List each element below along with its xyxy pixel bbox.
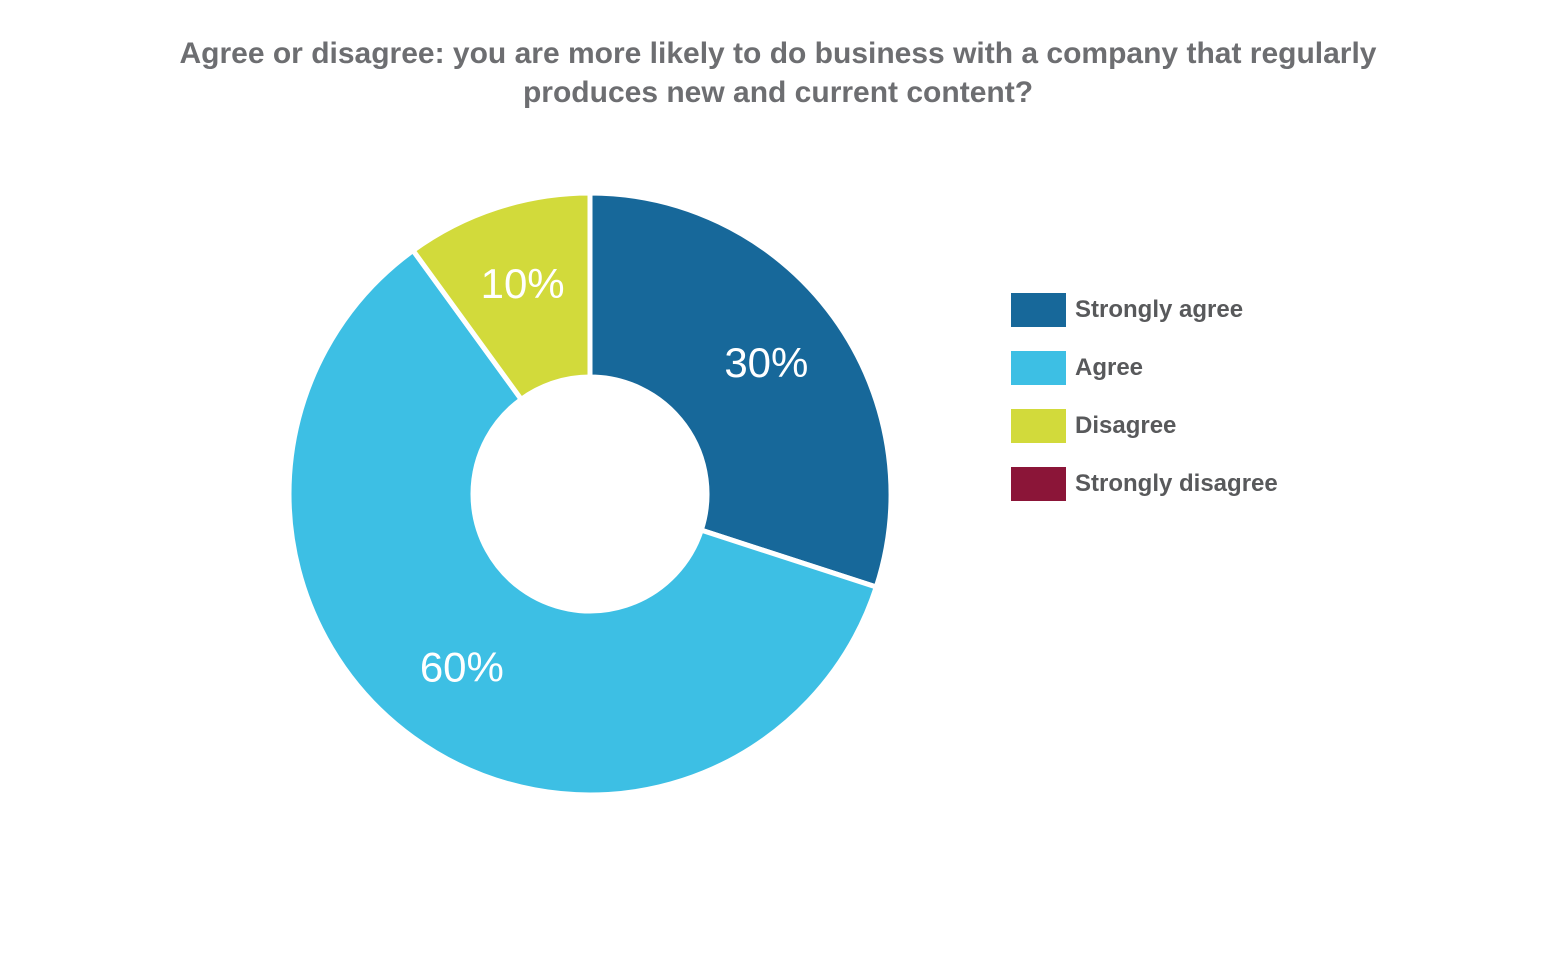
legend-item-disagree: Disagree xyxy=(1011,409,1278,443)
legend-label-strongly-agree: Strongly agree xyxy=(1075,296,1244,323)
legend-label-strongly-disagree: Strongly disagree xyxy=(1075,470,1278,497)
slice-label-agree: 60% xyxy=(420,643,504,690)
slice-label-strongly-agree: 30% xyxy=(724,339,808,386)
chart-title: Agree or disagree: you are more likely t… xyxy=(0,34,1556,112)
donut-slice-strongly-agree xyxy=(587,190,894,591)
legend-item-agree: Agree xyxy=(1011,351,1278,385)
donut-slice-agree xyxy=(286,246,880,798)
legend-swatch-disagree xyxy=(1011,409,1066,443)
legend-label-agree: Agree xyxy=(1075,354,1144,381)
chart-title-line-2: produces new and current content? xyxy=(522,76,1034,109)
legend-label-disagree: Disagree xyxy=(1075,412,1177,439)
donut-slice-disagree xyxy=(409,190,593,403)
slice-label-disagree: 10% xyxy=(481,260,565,307)
chart-legend: Strongly agree Agree Disagree Strongly d… xyxy=(1011,293,1278,525)
legend-swatch-agree xyxy=(1011,351,1066,385)
chart-title-line-1: Agree or disagree: you are more likely t… xyxy=(179,37,1377,70)
legend-item-strongly-agree: Strongly agree xyxy=(1011,293,1278,327)
legend-swatch-strongly-disagree xyxy=(1011,467,1066,501)
legend-swatch-strongly-agree xyxy=(1011,293,1066,327)
legend-item-strongly-disagree: Strongly disagree xyxy=(1011,467,1278,501)
